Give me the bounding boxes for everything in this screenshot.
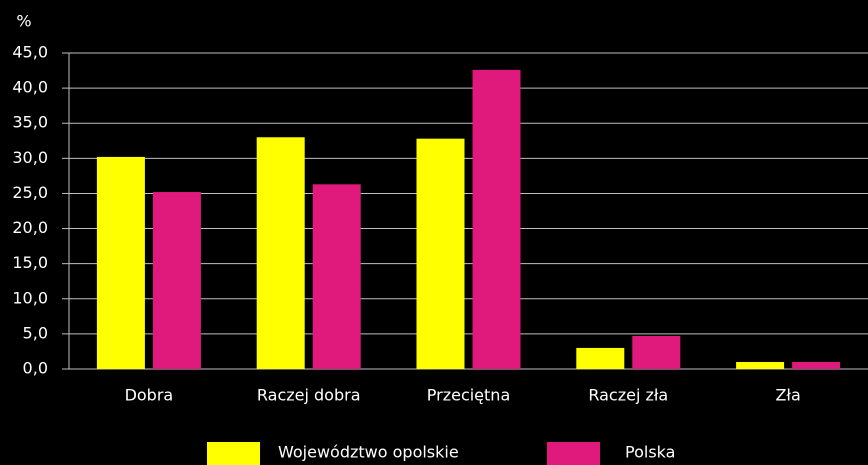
legend-swatch	[207, 442, 260, 465]
y-tick-label: 40,0	[12, 78, 48, 97]
y-tick-label: 45,0	[12, 43, 48, 62]
y-unit: %	[16, 12, 31, 31]
bar	[416, 138, 465, 369]
y-tick-label: 15,0	[12, 253, 48, 272]
y-tick-label: 25,0	[12, 183, 48, 202]
bar	[736, 361, 785, 369]
bar	[472, 69, 521, 369]
x-tick-label: Dobra	[125, 386, 174, 405]
bar	[312, 184, 361, 369]
y-tick-label: 0,0	[23, 359, 48, 378]
bar	[152, 192, 201, 369]
legend-label: Polska	[625, 443, 675, 462]
y-tick-label: 35,0	[12, 113, 48, 132]
bar	[96, 156, 145, 369]
legend-swatch	[547, 442, 600, 465]
x-tick-label: Raczej dobra	[257, 386, 361, 405]
y-tick-label: 5,0	[23, 323, 48, 342]
y-tick-label: 20,0	[12, 218, 48, 237]
bar	[792, 361, 841, 369]
x-tick-label: Raczej zła	[588, 386, 668, 405]
y-tick-label: 10,0	[12, 288, 48, 307]
bar	[256, 137, 305, 369]
x-tick-label: Przeciętna	[427, 386, 511, 405]
x-tick-label: Zła	[775, 386, 800, 405]
bar	[576, 347, 625, 369]
y-tick-label: 30,0	[12, 148, 48, 167]
legend-label: Województwo opolskie	[278, 443, 459, 462]
bar	[632, 335, 681, 369]
